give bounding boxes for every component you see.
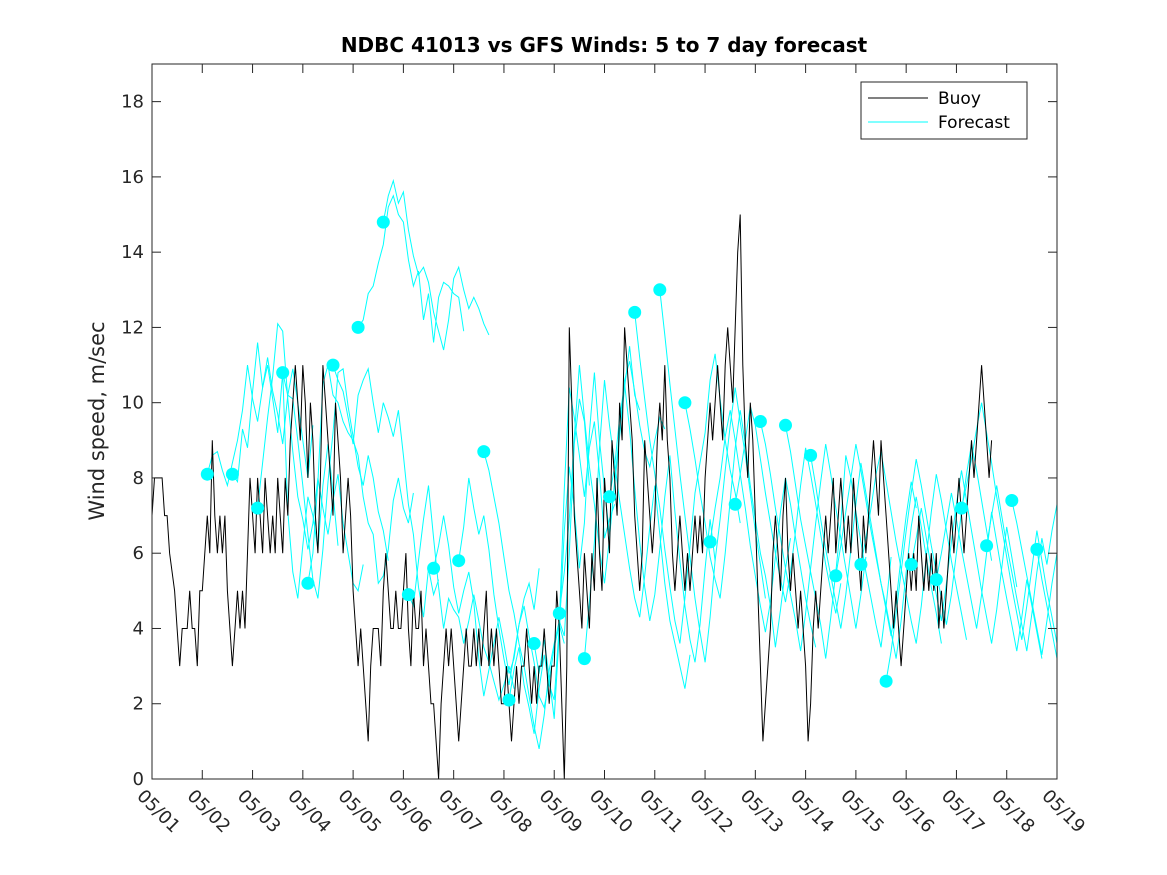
forecast-trace-20 (684, 402, 791, 648)
legend-forecast-label: Forecast (938, 113, 1010, 133)
forecast-marker-31 (955, 501, 968, 515)
buoy-line-group (151, 214, 993, 780)
forecast-trace-23 (759, 421, 867, 652)
forecast-marker-14 (527, 637, 541, 650)
forecast-marker-29 (904, 558, 918, 571)
forecast-trace-17 (609, 383, 716, 663)
forecast-marker-25 (804, 448, 818, 462)
forecast-trace-8 (382, 178, 490, 351)
forecast-marker-4 (276, 366, 290, 380)
forecast-trace-29 (910, 470, 1018, 644)
forecast-trace-26 (835, 444, 942, 659)
forecast-marker-28 (879, 674, 893, 688)
forecast-marker-1 (200, 467, 214, 481)
forecast-marker-13 (502, 693, 516, 707)
forecast-marker-7 (351, 320, 365, 334)
forecast-marker-5 (301, 576, 315, 590)
forecast-marker-15 (552, 606, 566, 620)
forecast-trace-1 (206, 357, 314, 488)
forecast-trace-18 (634, 312, 741, 644)
y-tick-label: 6 (133, 543, 144, 564)
forecast-trace-33 (1011, 500, 1058, 655)
forecast-trace-16 (583, 380, 691, 689)
plot-background (152, 64, 1057, 779)
forecast-marker-26 (829, 569, 843, 583)
forecast-marker-21 (703, 535, 717, 549)
y-tick-label: 16 (121, 167, 144, 188)
forecast-marker-9 (401, 588, 415, 602)
forecast-trace-5 (307, 364, 414, 585)
plot-area (151, 64, 1058, 780)
forecast-trace-34 (1036, 549, 1058, 659)
forecast-trace-2 (231, 342, 339, 599)
forecast-trace-32 (986, 485, 1058, 652)
forecast-marker-18 (628, 305, 642, 319)
forecast-marker-30 (929, 573, 943, 587)
forecast-trace-21 (709, 410, 817, 648)
forecast-marker-8 (376, 215, 390, 229)
forecast-marker-33 (1005, 494, 1019, 507)
legend-box (860, 81, 1028, 140)
forecast-trace-9 (407, 485, 515, 702)
forecast-trace-15 (558, 361, 666, 614)
y-tick-label: 12 (121, 317, 144, 338)
forecast-marker-10 (427, 561, 441, 575)
forecast-marker-19 (653, 283, 667, 297)
forecast-marker-3 (251, 501, 265, 515)
forecast-trace-10 (433, 515, 540, 697)
forecast-marker-34 (1030, 542, 1044, 556)
chart-title: NDBC 41013 vs GFS Winds: 5 to 7 day fore… (341, 33, 868, 57)
forecast-trace-13 (508, 387, 616, 734)
forecast-trace-12 (483, 398, 590, 750)
forecast-markers (200, 215, 1044, 707)
legend: Buoy Forecast (860, 81, 1028, 140)
forecast-marker-12 (477, 445, 491, 459)
forecast-marker-32 (980, 539, 994, 553)
forecast-marker-11 (452, 554, 466, 568)
y-axis-label: Wind speed, m/sec (85, 321, 109, 520)
legend-buoy-label: Buoy (938, 89, 981, 109)
forecast-trace-25 (810, 455, 917, 637)
forecast-marker-27 (854, 558, 868, 571)
y-axis: 0 2 4 6 8 10 12 14 16 18 (121, 92, 1057, 790)
buoy-line (151, 214, 993, 780)
y-tick-label: 18 (121, 92, 144, 113)
forecast-trace-27 (860, 451, 967, 644)
forecast-marker-24 (779, 418, 792, 432)
forecast-trace-7 (357, 194, 465, 343)
forecast-marker-23 (753, 415, 767, 428)
forecast-marker-16 (577, 652, 591, 666)
forecast-marker-20 (678, 396, 692, 410)
forecast-marker-2 (225, 467, 239, 481)
y-tick-label: 0 (133, 769, 144, 790)
forecast-trace-3 (257, 322, 364, 593)
y-tick-label: 4 (133, 618, 144, 639)
y-tick-label: 10 (121, 393, 144, 414)
forecast-marker-6 (326, 358, 340, 372)
forecast-marker-22 (728, 497, 742, 511)
y-tick-label: 2 (133, 694, 144, 715)
forecast-trace-14 (533, 346, 641, 719)
y-tick-label: 14 (121, 242, 144, 263)
y-tick-label: 8 (133, 468, 144, 489)
forecast-marker-17 (603, 490, 616, 504)
forecast-trace-24 (785, 425, 892, 659)
